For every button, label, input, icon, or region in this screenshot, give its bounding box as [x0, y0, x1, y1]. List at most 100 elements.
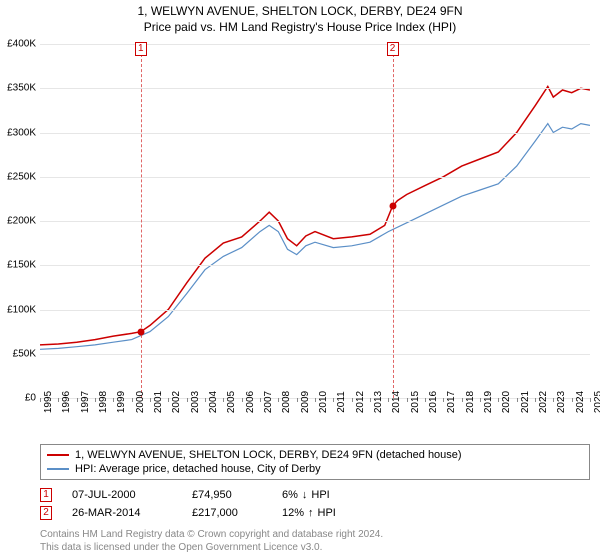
legend-swatch — [47, 454, 69, 456]
x-axis-label: 2006 — [245, 391, 256, 413]
sale-marker-2: 2 — [387, 42, 399, 56]
x-tick — [187, 398, 188, 402]
x-tick — [205, 398, 206, 402]
x-tick — [242, 398, 243, 402]
x-axis-label: 1998 — [98, 391, 109, 413]
x-tick — [315, 398, 316, 402]
x-tick — [95, 398, 96, 402]
x-axis-label: 2020 — [501, 391, 512, 413]
sale-date: 07-JUL-2000 — [72, 489, 172, 501]
x-tick — [498, 398, 499, 402]
chart-container: 1, WELWYN AVENUE, SHELTON LOCK, DERBY, D… — [0, 0, 600, 560]
footer-line2: This data is licensed under the Open Gov… — [40, 541, 383, 554]
sale-price: £74,950 — [192, 489, 262, 501]
x-axis-label: 1996 — [61, 391, 72, 413]
x-axis-label: 2001 — [153, 391, 164, 413]
sale-vline — [393, 44, 394, 398]
sale-vline — [141, 44, 142, 398]
x-tick — [132, 398, 133, 402]
x-axis-label: 2019 — [483, 391, 494, 413]
x-tick — [590, 398, 591, 402]
x-axis-label: 2014 — [391, 391, 402, 413]
chart-area: 12 £0£50K£100K£150K£200K£250K£300K£350K£… — [40, 44, 590, 414]
x-tick — [480, 398, 481, 402]
sale-num: 1 — [40, 488, 52, 502]
gridline — [40, 310, 590, 311]
x-axis-label: 2025 — [593, 391, 600, 413]
gridline — [40, 44, 590, 45]
x-tick — [388, 398, 389, 402]
x-axis-label: 2003 — [190, 391, 201, 413]
x-tick — [352, 398, 353, 402]
sale-dot-1 — [137, 328, 144, 335]
x-axis-label: 2023 — [556, 391, 567, 413]
gridline — [40, 354, 590, 355]
x-axis-label: 2002 — [171, 391, 182, 413]
x-tick — [58, 398, 59, 402]
x-axis-label: 2012 — [355, 391, 366, 413]
sale-row-1: 1 07-JUL-2000 £74,950 6% ↓ HPI — [40, 486, 336, 504]
x-tick — [407, 398, 408, 402]
chart-title: 1, WELWYN AVENUE, SHELTON LOCK, DERBY, D… — [0, 0, 600, 18]
footer-line1: Contains HM Land Registry data © Crown c… — [40, 528, 383, 541]
x-axis-label: 2000 — [135, 391, 146, 413]
x-axis-label: 2018 — [465, 391, 476, 413]
x-tick — [113, 398, 114, 402]
x-tick — [260, 398, 261, 402]
gridline — [40, 133, 590, 134]
gridline — [40, 221, 590, 222]
legend-label: HPI: Average price, detached house, City… — [75, 463, 321, 475]
x-axis-label: 2021 — [520, 391, 531, 413]
legend-swatch — [47, 468, 69, 470]
x-tick — [370, 398, 371, 402]
y-axis-label: £200K — [7, 216, 36, 227]
x-tick — [443, 398, 444, 402]
x-axis-label: 2011 — [336, 391, 347, 413]
x-tick — [517, 398, 518, 402]
x-tick — [425, 398, 426, 402]
gridline — [40, 88, 590, 89]
x-axis-label: 2015 — [410, 391, 421, 413]
series-property — [40, 87, 590, 345]
y-axis-label: £100K — [7, 304, 36, 315]
sale-marker-1: 1 — [135, 42, 147, 56]
gridline — [40, 265, 590, 266]
sale-dot-2 — [389, 202, 396, 209]
x-tick — [572, 398, 573, 402]
x-tick — [77, 398, 78, 402]
x-axis-label: 2024 — [575, 391, 586, 413]
x-axis-label: 1999 — [116, 391, 127, 413]
x-axis-label: 2016 — [428, 391, 439, 413]
x-tick — [535, 398, 536, 402]
x-tick — [553, 398, 554, 402]
x-axis-label: 2010 — [318, 391, 329, 413]
x-axis-label: 2022 — [538, 391, 549, 413]
x-tick — [462, 398, 463, 402]
sale-diff: 12% ↑ HPI — [282, 507, 336, 519]
legend-row: 1, WELWYN AVENUE, SHELTON LOCK, DERBY, D… — [47, 448, 583, 462]
x-tick — [150, 398, 151, 402]
legend-box: 1, WELWYN AVENUE, SHELTON LOCK, DERBY, D… — [40, 444, 590, 480]
x-axis-label: 2009 — [300, 391, 311, 413]
sale-price: £217,000 — [192, 507, 262, 519]
sale-row-2: 226-MAR-2014£217,00012% ↑ HPI — [40, 504, 336, 522]
gridline — [40, 177, 590, 178]
y-axis-label: £300K — [7, 127, 36, 138]
y-axis-label: £150K — [7, 260, 36, 271]
x-axis-label: 1997 — [80, 391, 91, 413]
sale-diff: 6% ↓ HPI — [282, 489, 330, 501]
chart-subtitle: Price paid vs. HM Land Registry's House … — [0, 18, 600, 34]
y-axis-label: £400K — [7, 39, 36, 50]
x-tick — [223, 398, 224, 402]
x-tick — [40, 398, 41, 402]
legend-row: HPI: Average price, detached house, City… — [47, 462, 583, 476]
x-tick — [168, 398, 169, 402]
plot-region: 12 — [40, 44, 590, 398]
x-axis-label: 2013 — [373, 391, 384, 413]
y-axis-label: £0 — [25, 393, 36, 404]
sale-num: 2 — [40, 506, 52, 520]
x-tick — [333, 398, 334, 402]
x-axis-label: 1995 — [43, 391, 54, 413]
footer-attribution: Contains HM Land Registry data © Crown c… — [40, 528, 383, 554]
legend-label: 1, WELWYN AVENUE, SHELTON LOCK, DERBY, D… — [75, 449, 462, 461]
